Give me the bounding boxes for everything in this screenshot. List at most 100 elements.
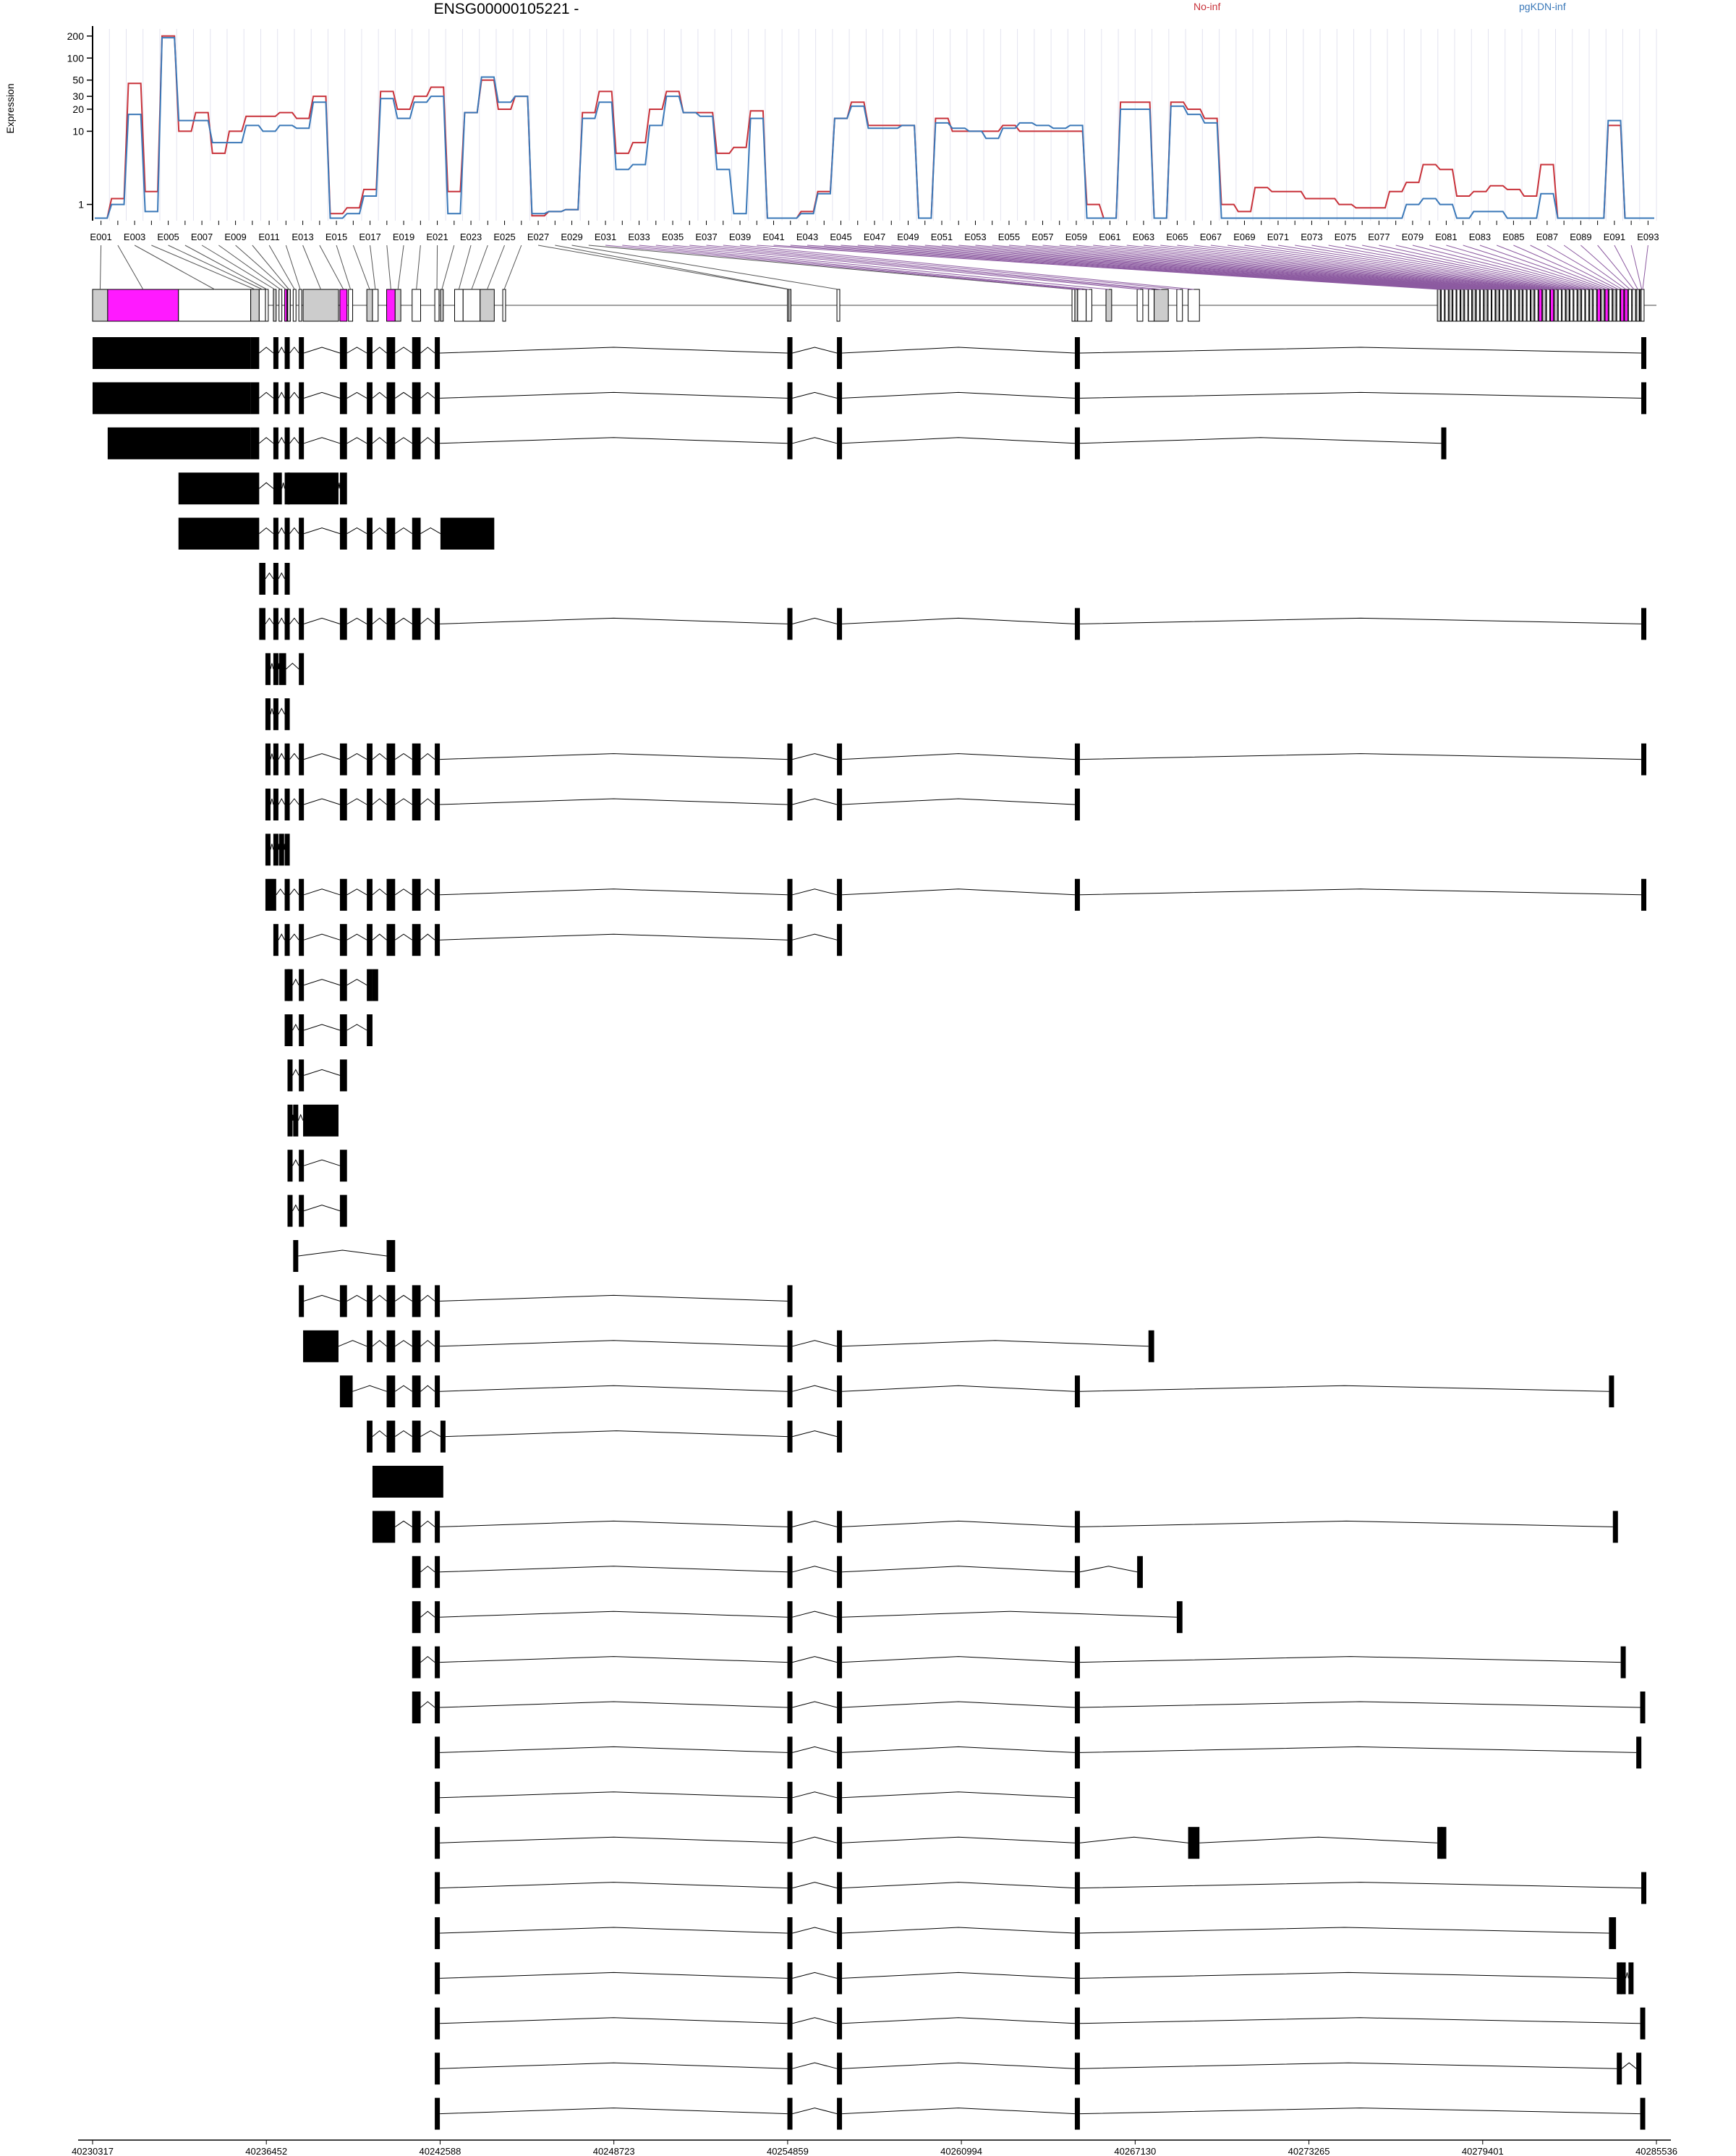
transcript-exon: [299, 743, 305, 776]
transcript-exon: [1074, 427, 1080, 459]
transcript-exon: [386, 743, 396, 776]
transcript-exon: [435, 1736, 441, 1769]
transcript-intron: [420, 1610, 435, 1618]
transcript-exon: [1074, 1917, 1080, 1949]
exon-model-block: [286, 289, 291, 322]
transcript-intron: [276, 888, 285, 896]
exon-connector: [1076, 245, 1513, 290]
exon-label: E033: [628, 232, 650, 242]
exon-connector: [571, 245, 839, 290]
transcript-exon: [273, 789, 278, 820]
exon-model-block: [1086, 289, 1092, 322]
exon-connector: [739, 245, 1194, 290]
transcript-intron: [1079, 1656, 1621, 1663]
transcript-exon: [435, 2097, 441, 2130]
transcript-exon: [265, 789, 271, 820]
transcript-intron: [372, 1430, 387, 1437]
transcript-exon: [412, 608, 421, 640]
transcript-exon: [837, 337, 843, 369]
exon-model-block: [258, 289, 266, 322]
exon-connector: [723, 245, 1180, 290]
transcript-exon: [284, 472, 290, 505]
transcript-exon: [287, 969, 293, 1001]
transcript-exon: [299, 1194, 305, 1227]
transcript-intron: [792, 1520, 838, 1527]
transcript-exon: [339, 969, 347, 1001]
transcript-exon: [367, 427, 373, 459]
exon-label: E007: [191, 232, 213, 242]
exon-connector: [184, 245, 268, 290]
exon-connector: [117, 245, 144, 290]
exon-connector: [941, 245, 1482, 290]
exon-model-block: [1538, 289, 1543, 322]
exon-model-block: [1460, 289, 1465, 322]
transcript-intron: [346, 617, 367, 624]
exon-model-block: [1464, 289, 1468, 322]
exon-model-block: [1546, 289, 1550, 322]
transcript-exon: [386, 1285, 396, 1317]
exon-connector: [857, 245, 1463, 290]
transcript-exon: [435, 1962, 441, 1995]
transcript-intron: [420, 798, 435, 805]
exon-label: E065: [1166, 232, 1188, 242]
transcript-exon: [1074, 1736, 1080, 1769]
transcript-intron: [842, 2108, 1075, 2115]
transcript-exon: [412, 1692, 421, 1723]
transcript-exon: [339, 878, 347, 911]
transcript-intron: [352, 1385, 387, 1392]
exon-label: E029: [561, 232, 582, 242]
transcript-exon: [367, 924, 373, 956]
transcript-exon: [259, 563, 265, 595]
exon-model-block: [1635, 289, 1640, 322]
transcript-exon: [435, 1917, 441, 1949]
transcript-exon: [412, 924, 421, 956]
exon-model-block: [339, 289, 348, 322]
transcript-exon: [1640, 2097, 1646, 2130]
exon-model-block: [1507, 289, 1511, 322]
transcript-intron: [292, 1114, 294, 1121]
exon-connector: [1597, 245, 1635, 290]
transcript-exon: [435, 789, 441, 820]
transcript-intron: [420, 1385, 435, 1392]
transcript-exon: [386, 608, 396, 640]
transcript-exon: [837, 1692, 843, 1723]
transcript-intron: [1079, 1566, 1138, 1573]
transcript-intron: [372, 798, 387, 805]
exon-model-block: [1456, 289, 1460, 322]
exon-label: E081: [1435, 232, 1457, 242]
transcript-intron: [372, 527, 387, 534]
transcript-intron: [1079, 1927, 1609, 1934]
transcript-intron: [292, 1023, 299, 1031]
transcript-intron: [270, 708, 274, 715]
exon-connector: [757, 245, 1439, 290]
transcript-intron: [346, 391, 367, 399]
exon-connector: [487, 245, 506, 290]
transcript-exon: [1074, 1872, 1080, 1904]
legend-entry-no-inf: No-inf: [1194, 1, 1221, 12]
exon-label: E071: [1267, 232, 1289, 242]
exon-label: E089: [1570, 232, 1591, 242]
transcript-intron: [1079, 753, 1642, 760]
transcript-exon: [435, 1511, 441, 1543]
transcript-exon: [299, 878, 305, 911]
exon-model-block: [1188, 289, 1200, 322]
genomic-tick-label: 40273265: [1288, 2146, 1330, 2156]
transcript-exon: [299, 427, 305, 459]
exon-connector: [992, 245, 1494, 290]
transcript-exon: [412, 337, 421, 369]
transcript-exon: [435, 337, 441, 369]
transcript-intron: [1079, 1385, 1609, 1392]
y-tick-label: 20: [72, 103, 84, 115]
transcript-exon: [837, 789, 843, 820]
exon-model-block: [1523, 289, 1527, 322]
transcript-exon: [250, 337, 260, 369]
exon-model-block: [1176, 289, 1183, 322]
transcript-intron: [842, 617, 1075, 624]
transcript-exon: [1641, 1872, 1647, 1904]
exon-model-block: [1437, 289, 1441, 322]
exon-connector: [1580, 245, 1630, 290]
exon-model-block: [348, 289, 354, 322]
transcript-intron: [792, 1430, 838, 1438]
transcript-exon: [273, 563, 278, 595]
transcript-intron: [842, 1385, 1075, 1392]
